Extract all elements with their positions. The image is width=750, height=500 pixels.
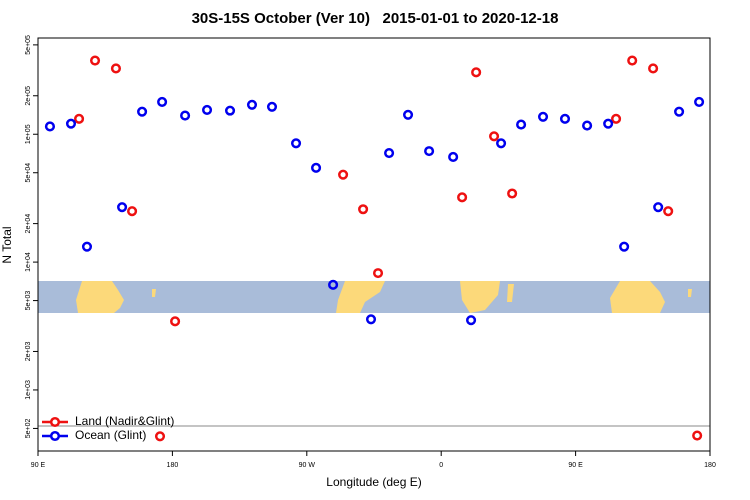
- point: [384, 147, 395, 159]
- legend-label: Land (Nadir&Glint): [75, 414, 174, 428]
- x-tick-label: 180: [704, 462, 716, 469]
- point: [507, 188, 518, 199]
- point: [648, 63, 659, 74]
- y-tick-label: 1e+03: [25, 380, 32, 400]
- y-tick-label: 5e+03: [25, 291, 32, 311]
- point: [311, 162, 322, 173]
- point: [424, 146, 435, 157]
- y-tick-label: 5e+02: [25, 419, 32, 439]
- x-tick-label: 180: [167, 462, 179, 469]
- plot-frame: [37, 37, 711, 452]
- point: [516, 119, 527, 130]
- y-tick-label: 1e+04: [25, 252, 32, 272]
- land-shape: [460, 281, 500, 313]
- point: [266, 101, 278, 112]
- point: [137, 106, 148, 117]
- point: [65, 118, 77, 129]
- map-band: [38, 281, 710, 313]
- point: [611, 113, 622, 124]
- point: [457, 192, 468, 203]
- point: [328, 279, 339, 290]
- point: [44, 121, 55, 132]
- point: [402, 109, 414, 120]
- point: [471, 67, 482, 78]
- point: [154, 431, 166, 442]
- chart-title: 30S-15S October (Ver 10) 2015-01-01 to 2…: [192, 10, 559, 27]
- point: [537, 111, 549, 122]
- x-tick-label: 90 E: [31, 462, 46, 469]
- point: [224, 105, 236, 116]
- legend-marker: [49, 416, 61, 428]
- land-shape: [336, 281, 385, 313]
- point: [692, 430, 703, 441]
- point: [170, 316, 181, 327]
- point: [127, 206, 138, 217]
- point: [117, 202, 128, 213]
- point: [448, 151, 459, 163]
- y-tick-label: 2e+05: [25, 86, 32, 106]
- y-tick-label: 5e+05: [25, 35, 32, 55]
- point: [496, 138, 507, 149]
- x-tick-label: 90 W: [299, 462, 316, 469]
- land-shape: [610, 281, 665, 313]
- land-shape: [507, 284, 514, 302]
- point: [358, 204, 369, 215]
- point: [694, 96, 705, 107]
- point: [489, 131, 500, 142]
- point: [674, 106, 685, 117]
- land-shape: [76, 281, 124, 313]
- legend-label: Ocean (Glint): [75, 428, 146, 442]
- y-axis-label: N Total: [0, 226, 14, 263]
- legend-marker: [49, 430, 61, 442]
- point: [603, 118, 614, 129]
- y-tick-label: 2e+03: [25, 342, 32, 362]
- point: [180, 110, 191, 121]
- point: [653, 202, 664, 213]
- point: [338, 169, 349, 180]
- point: [619, 241, 630, 252]
- x-axis-label: Longitude (deg E): [326, 475, 421, 489]
- point: [81, 241, 93, 252]
- point: [246, 99, 258, 110]
- y-tick-label: 5e+04: [25, 163, 32, 183]
- point: [365, 314, 377, 325]
- point: [372, 268, 384, 279]
- point: [290, 138, 302, 149]
- x-tick-label: 0: [439, 462, 443, 469]
- point: [110, 63, 122, 74]
- point: [201, 104, 213, 115]
- point: [74, 113, 85, 124]
- point: [559, 113, 571, 124]
- land-shape: [152, 289, 156, 297]
- point: [157, 96, 168, 107]
- y-tick-label: 1e+05: [25, 124, 32, 144]
- point: [663, 206, 674, 217]
- y-tick-label: 2e+04: [25, 214, 32, 234]
- x-tick-label: 90 E: [568, 462, 583, 469]
- point: [627, 55, 638, 66]
- point: [582, 120, 593, 131]
- point: [89, 55, 101, 66]
- land-shape: [688, 289, 692, 297]
- point: [466, 315, 477, 326]
